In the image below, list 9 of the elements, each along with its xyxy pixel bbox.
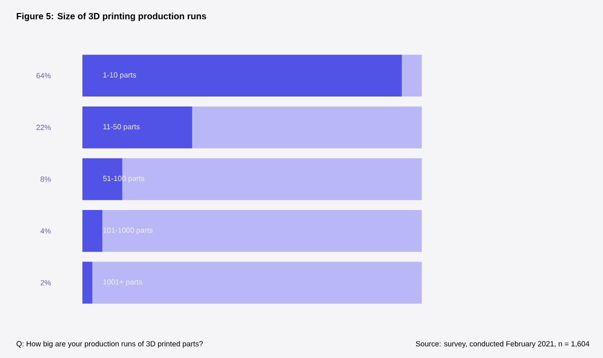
bar <box>102 210 422 252</box>
bar <box>82 106 192 148</box>
bar <box>82 210 102 252</box>
bar <box>82 262 92 304</box>
bar <box>92 262 422 304</box>
bar <box>82 54 402 96</box>
bar <box>402 54 422 96</box>
chart-title: Figure 5: Size of 3D printing production runs <box>16 12 206 21</box>
bar <box>192 106 422 148</box>
